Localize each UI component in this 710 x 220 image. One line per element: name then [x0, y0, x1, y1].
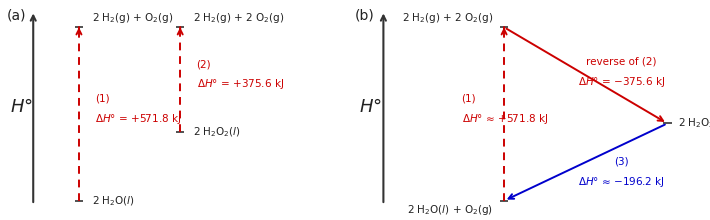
Text: 2 H$_2$O($l$) + O$_2$(g): 2 H$_2$O($l$) + O$_2$(g)	[408, 203, 493, 217]
Text: Δ$H°$ = +571.8 kJ: Δ$H°$ = +571.8 kJ	[95, 112, 181, 126]
Text: Δ$H°$ = −375.6 kJ: Δ$H°$ = −375.6 kJ	[578, 75, 665, 89]
Text: (a): (a)	[7, 8, 26, 22]
Text: Δ$H°$ ≈ −196.2 kJ: Δ$H°$ ≈ −196.2 kJ	[578, 175, 665, 189]
Text: 2 H$_2$(g) + O$_2$(g): 2 H$_2$(g) + O$_2$(g)	[92, 11, 174, 25]
Text: Δ$H°$ ≈ +571.8 kJ: Δ$H°$ ≈ +571.8 kJ	[462, 112, 547, 126]
Text: (b): (b)	[355, 8, 375, 22]
Text: 2 H$_2$(g) + 2 O$_2$(g): 2 H$_2$(g) + 2 O$_2$(g)	[402, 11, 493, 25]
Text: Δ$H°$ = +375.6 kJ: Δ$H°$ = +375.6 kJ	[197, 77, 283, 92]
Text: (2): (2)	[197, 59, 211, 69]
Text: (1): (1)	[462, 94, 476, 104]
Text: 2 H$_2$O$_2$($l$): 2 H$_2$O$_2$($l$)	[193, 125, 241, 139]
Text: reverse of (2): reverse of (2)	[586, 57, 657, 67]
Text: 2 H$_2$O$_2$($l$): 2 H$_2$O$_2$($l$)	[678, 117, 710, 130]
Text: 2 H$_2$O($l$): 2 H$_2$O($l$)	[92, 194, 135, 207]
Text: (3): (3)	[614, 156, 628, 166]
Text: $H°$: $H°$	[359, 98, 381, 116]
Text: (1): (1)	[95, 94, 110, 104]
Text: 2 H$_2$(g) + 2 O$_2$(g): 2 H$_2$(g) + 2 O$_2$(g)	[193, 11, 285, 25]
Text: $H°$: $H°$	[11, 98, 33, 116]
